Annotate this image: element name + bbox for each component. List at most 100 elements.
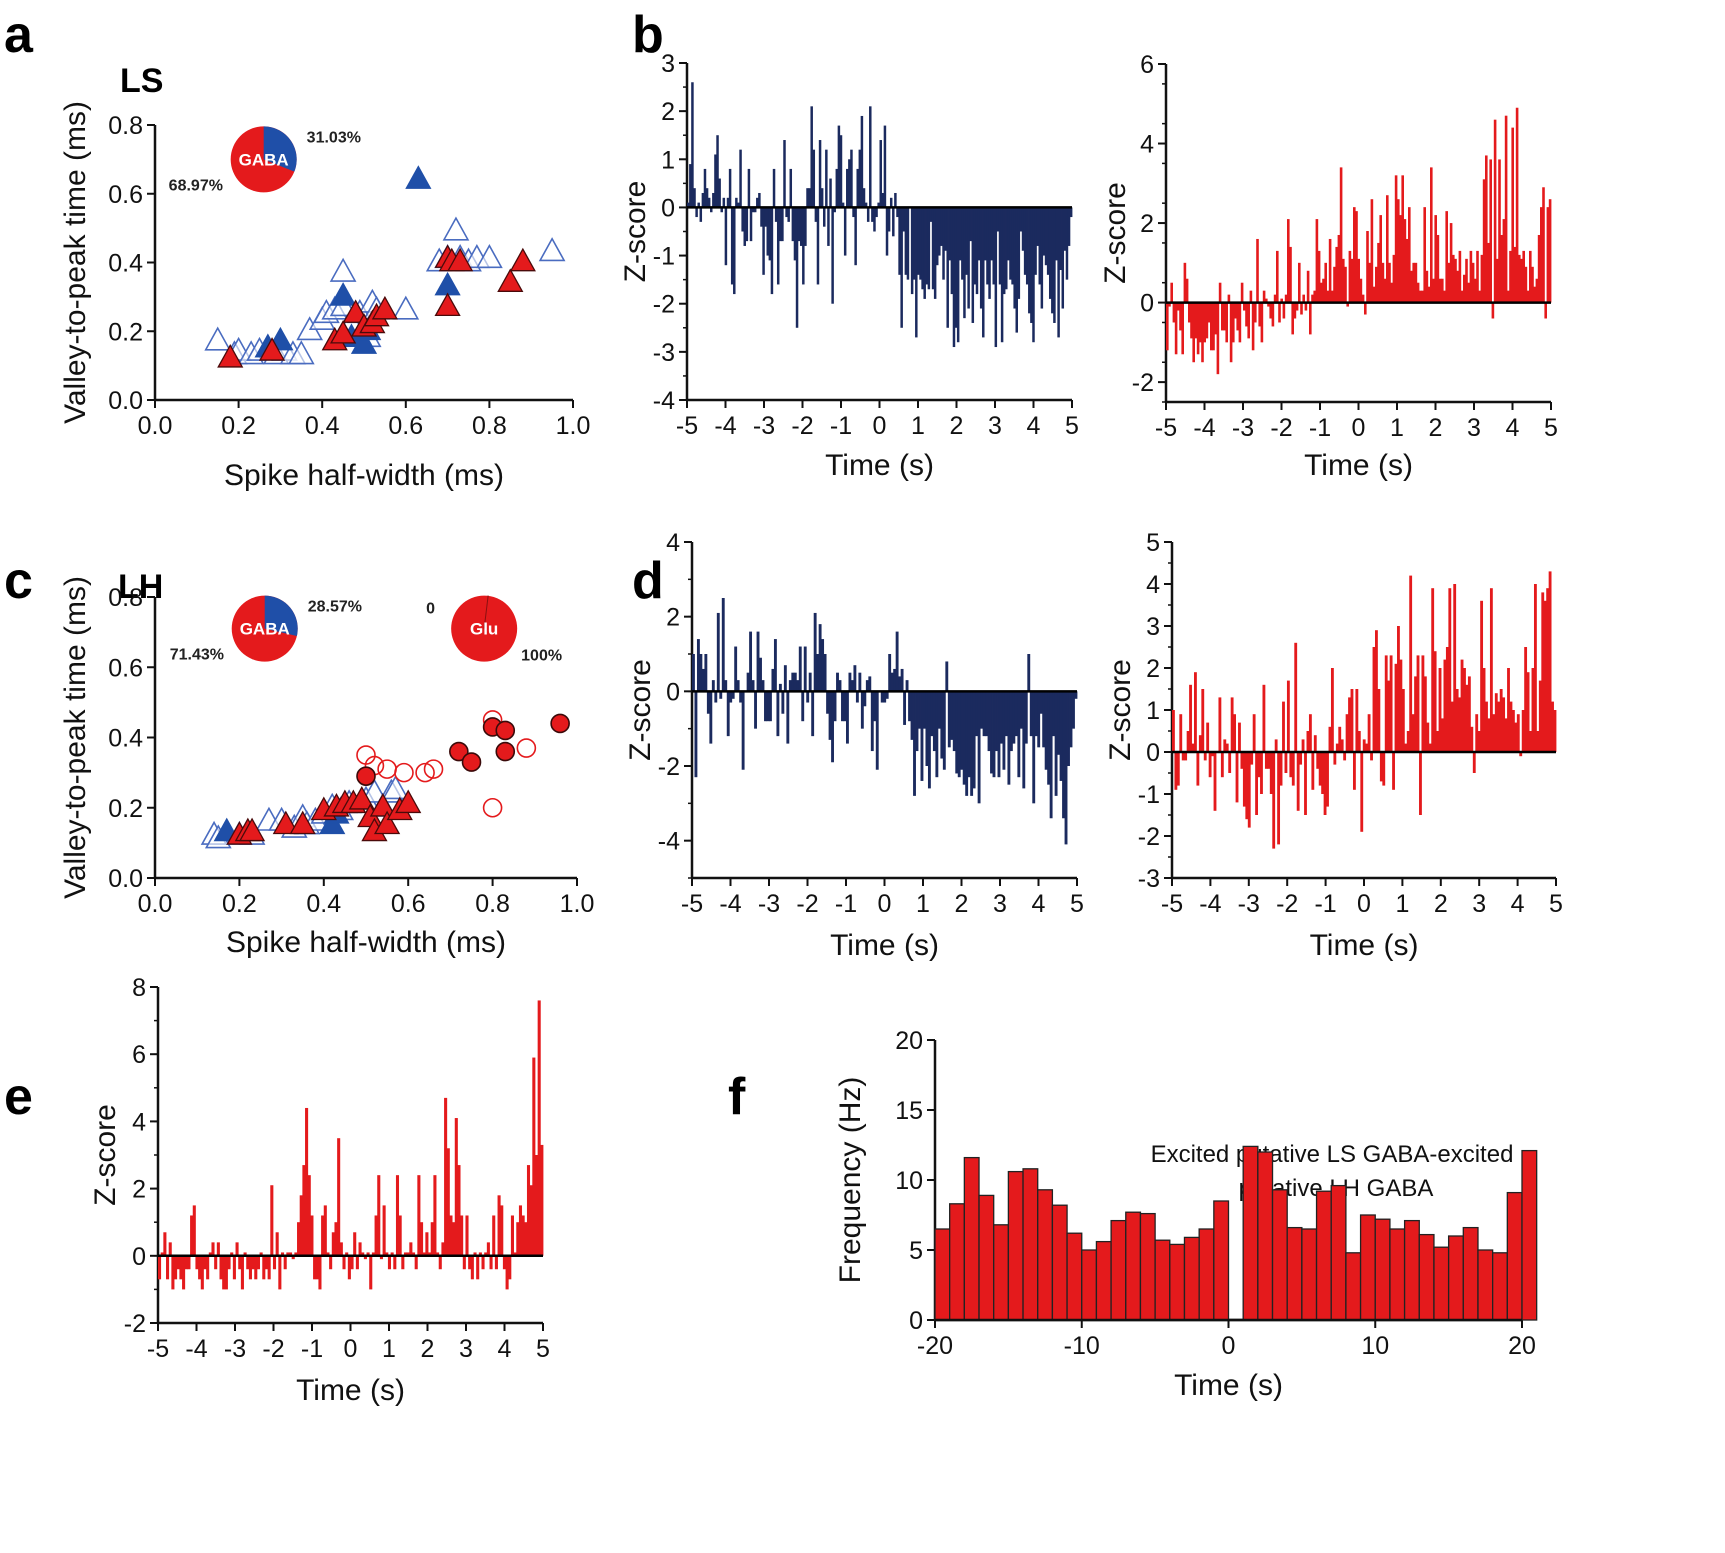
bar: [254, 1255, 258, 1280]
y-axis-label: Z-score: [624, 659, 657, 761]
bar: [294, 1252, 298, 1256]
bar: [980, 691, 984, 729]
bar: [741, 691, 745, 770]
bar: [793, 672, 797, 692]
bar: [1524, 266, 1528, 303]
bar: [919, 207, 922, 280]
bar: [942, 691, 946, 770]
bar: [826, 691, 830, 714]
bar: [1017, 207, 1021, 299]
bar: [701, 192, 705, 208]
bar: [1181, 752, 1185, 761]
bar: [870, 691, 874, 752]
bar: [766, 691, 770, 722]
y-tick-label: 0: [661, 194, 675, 222]
bar: [864, 202, 868, 208]
bar: [214, 1255, 218, 1270]
pie-red-percent: 100%: [521, 648, 562, 665]
x-tick-label: 2: [1429, 414, 1443, 442]
bar: [1357, 731, 1361, 752]
bar: [972, 691, 976, 789]
y-axis-label: Valley-to-peak time (ms): [59, 101, 92, 424]
bar: [873, 207, 876, 232]
bar: [1506, 1191, 1523, 1321]
bar: [484, 1252, 488, 1256]
x-axis-label: Time (s): [1310, 929, 1419, 962]
bar: [764, 207, 767, 227]
bar: [1507, 290, 1510, 303]
bar: [182, 1255, 186, 1290]
bar: [694, 691, 698, 778]
bar: [1284, 752, 1288, 773]
bar: [1411, 714, 1415, 752]
bar: [1183, 1236, 1200, 1321]
bar: [436, 1252, 440, 1256]
bar: [1460, 659, 1464, 752]
bar: [836, 672, 839, 692]
bar: [716, 135, 719, 208]
bar: [1238, 302, 1242, 343]
bar: [1467, 676, 1471, 752]
bar: [703, 168, 707, 208]
bar: [1521, 1149, 1538, 1321]
bar: [1189, 684, 1192, 752]
bar: [516, 1222, 520, 1256]
bar: [1432, 278, 1435, 303]
bar: [1320, 282, 1323, 303]
bar: [492, 1215, 496, 1256]
bar: [422, 1252, 426, 1256]
bar: [1463, 668, 1466, 752]
y-tick-label: -4: [658, 828, 680, 856]
bar: [1260, 302, 1264, 343]
bar: [793, 207, 797, 261]
y-tick-label: -2: [653, 291, 675, 319]
bar: [955, 691, 959, 774]
bar: [866, 207, 870, 222]
bar: [334, 1222, 338, 1256]
bar: [1474, 278, 1477, 303]
bar-series: [1166, 107, 1552, 375]
pie-chart-glu: Glu 0 100%: [426, 595, 562, 665]
bar: [855, 691, 859, 703]
bar: [979, 207, 983, 309]
bar: [457, 1165, 461, 1256]
bar: [1522, 250, 1525, 303]
bar: [1392, 254, 1396, 303]
pie-center-label: Glu: [470, 620, 498, 639]
bar: [1042, 691, 1046, 748]
bar: [1541, 592, 1545, 752]
bar: [411, 1252, 416, 1256]
bar: [1381, 262, 1385, 303]
bar: [879, 140, 882, 208]
y-tick-label: 2: [1140, 210, 1154, 238]
bar: [910, 207, 914, 295]
axes: 0.0 0.2 0.4 0.6 0.8 1.0 0.0 0.2 0.4 0.6 0.8 Spike h…: [59, 101, 590, 492]
bar: [1074, 691, 1078, 699]
bar: [1410, 270, 1413, 303]
bar: [937, 691, 941, 729]
bar: [1258, 302, 1261, 327]
bar: [898, 207, 901, 275]
y-tick-label: -3: [1138, 865, 1160, 893]
pie-chart-gaba: GABA 28.57% 71.43%: [170, 595, 362, 664]
bar: [1221, 302, 1224, 331]
bar: [1194, 672, 1197, 752]
bar: [1302, 294, 1305, 303]
bar: [764, 691, 767, 722]
y-tick-label: -1: [1138, 781, 1160, 809]
bar: [1515, 107, 1519, 303]
bar: [1245, 752, 1249, 820]
bar: [963, 207, 966, 319]
bar: [1022, 691, 1026, 789]
x-tick-label: 4: [1506, 414, 1520, 442]
bar: [211, 1242, 215, 1256]
bar: [460, 1215, 464, 1256]
bar: [967, 691, 971, 778]
bar: [956, 207, 960, 343]
bar: [818, 140, 822, 208]
bar: [1053, 207, 1056, 323]
bar: [1242, 1145, 1259, 1321]
bar: [1335, 743, 1339, 752]
bar: [1471, 262, 1475, 303]
bar: [946, 207, 949, 328]
